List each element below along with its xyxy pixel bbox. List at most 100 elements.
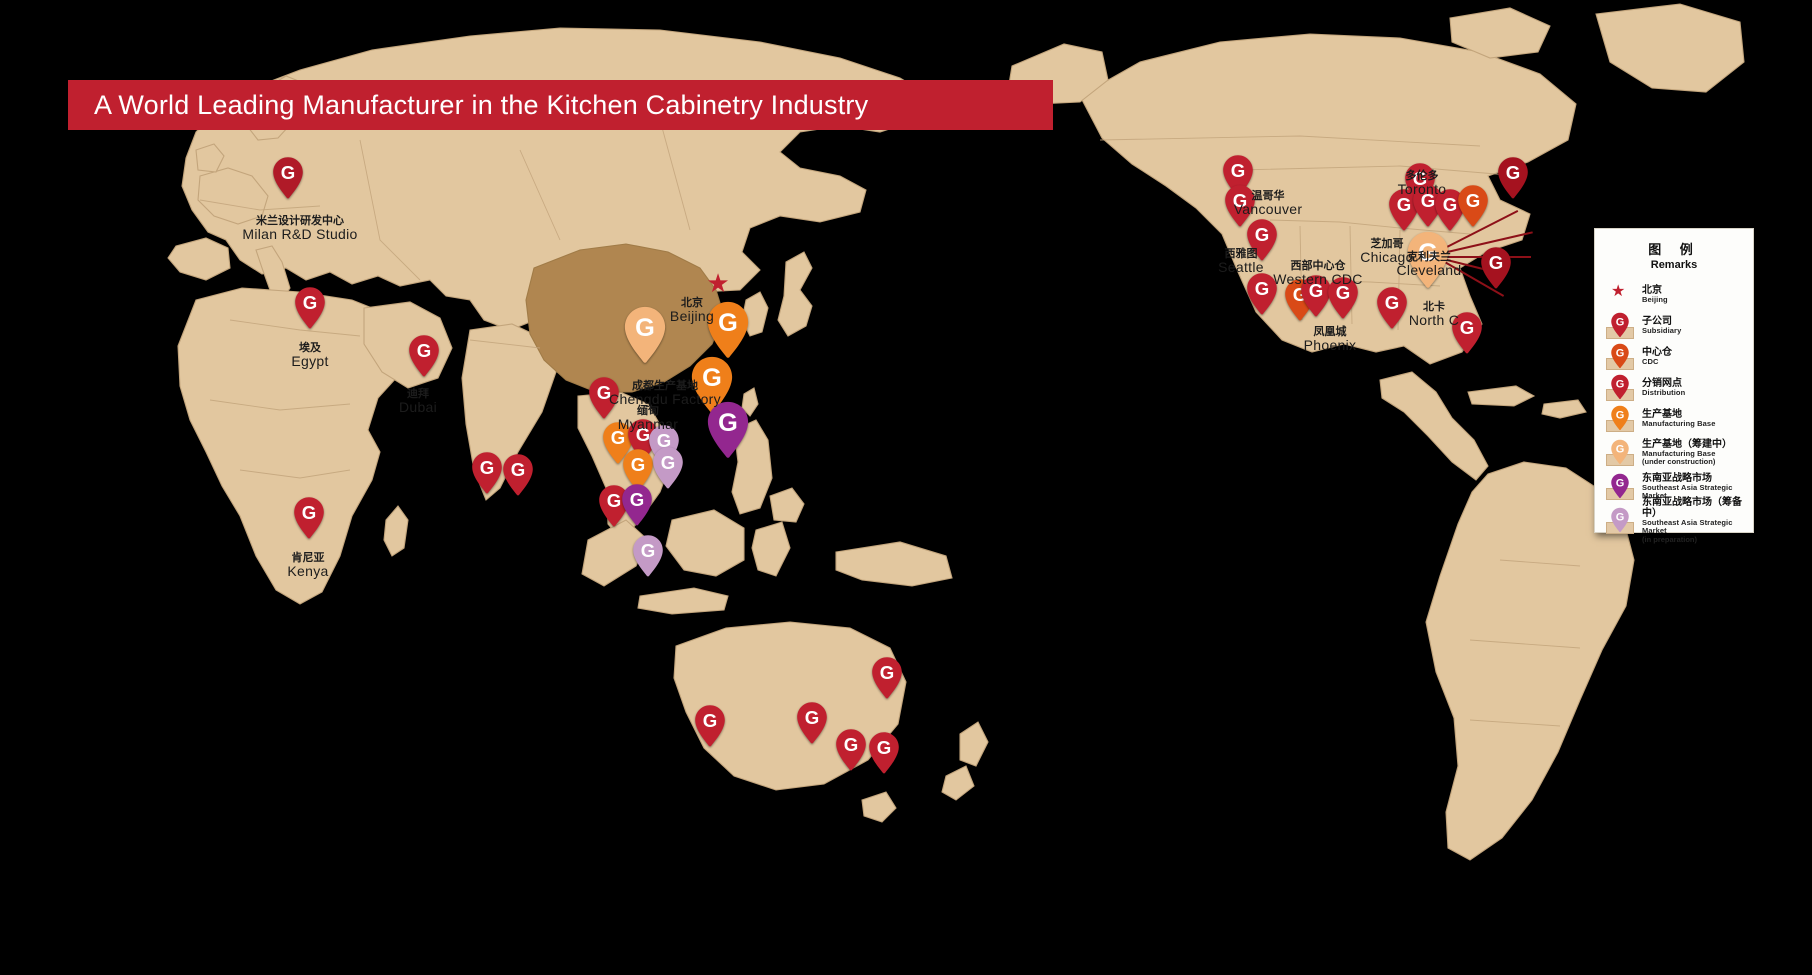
iberia xyxy=(167,237,231,281)
pin-vancouver-b[interactable]: G xyxy=(1223,184,1257,228)
svg-text:G: G xyxy=(1231,160,1245,181)
pin-india-west[interactable]: G xyxy=(470,451,504,495)
svg-text:G: G xyxy=(1233,190,1247,211)
western-europe xyxy=(197,167,269,225)
pin-viet-c[interactable]: G xyxy=(651,446,685,490)
legend-item-0: ★ 北京 Beijing xyxy=(1595,279,1753,310)
sulawesi xyxy=(751,521,791,577)
pin-northcarolina[interactable]: G xyxy=(1405,230,1451,290)
pin-chengdu[interactable]: G xyxy=(622,305,668,365)
legend-item-label: 生产基地（筹建中） Manufacturing Base (under constr… xyxy=(1637,439,1732,467)
svg-text:G: G xyxy=(1421,190,1435,211)
legend-item-en: Beijing xyxy=(1642,294,1668,304)
svg-text:G: G xyxy=(641,540,655,561)
svg-text:G: G xyxy=(303,292,317,313)
legend-item-3: G 分销网点 Distribution xyxy=(1595,372,1753,403)
svg-text:G: G xyxy=(1385,292,1399,313)
pin-newengland[interactable]: G xyxy=(1496,156,1530,200)
legend-items: ★ 北京 Beijing G 子公司 Subsidiary G 中心仓 CDC G 分销网点 Dist… xyxy=(1595,279,1753,543)
pin-malaysia[interactable]: G xyxy=(597,484,631,528)
pin-viet-b[interactable]: G xyxy=(621,448,655,492)
pin-egypt[interactable]: G xyxy=(293,286,327,330)
legend-pin-glyph: G xyxy=(1610,439,1630,465)
legend-item-en2: (in preparation) xyxy=(1642,534,1698,544)
pin-melbourne[interactable]: G xyxy=(834,728,868,772)
pin-sydney[interactable]: G xyxy=(870,656,904,700)
pin-phoenix[interactable]: G xyxy=(1326,276,1360,320)
svg-text:G: G xyxy=(1255,224,1269,245)
legend-item-en: Southeast Asia Strategic Market xyxy=(1642,518,1733,536)
pin-china-south[interactable]: G xyxy=(689,355,735,415)
legend-item-5: G 生产基地（筹建中） Manufacturing Base (under const… xyxy=(1595,434,1753,471)
beijing-star-icon: ★ xyxy=(706,268,730,298)
pin-subsidiary-icon: G xyxy=(1603,312,1637,339)
philippines xyxy=(731,419,773,515)
legend-item-cn: 生产基地 xyxy=(1642,408,1682,420)
svg-text:G: G xyxy=(1616,348,1625,360)
svg-text:G: G xyxy=(1443,194,1457,215)
svg-text:G: G xyxy=(1506,162,1520,183)
baffin xyxy=(1449,7,1551,59)
new-guinea xyxy=(835,541,953,587)
legend-panel: 图 例 Remarks ★ 北京 Beijing G 子公司 Subsidiary G 中心仓… xyxy=(1594,228,1754,543)
pin-indonesia[interactable]: G xyxy=(631,534,665,578)
pin-west-cdc-b[interactable]: G xyxy=(1299,274,1333,318)
legend-item-en: Subsidiary xyxy=(1642,325,1682,335)
legend-item-label: 东南亚战略市场（筹备中） Southeast Asia Strategic Mar… xyxy=(1637,497,1753,544)
legend-item-en: Manufacturing Base xyxy=(1642,418,1716,428)
svg-text:G: G xyxy=(703,710,717,731)
pin-seattle[interactable]: G xyxy=(1245,218,1279,262)
pin-dubai[interactable]: G xyxy=(407,334,441,378)
legend-title-cn: 图 例 xyxy=(1648,243,1700,258)
svg-text:G: G xyxy=(877,737,891,758)
pin-cleveland-b[interactable]: G xyxy=(1456,184,1490,228)
pin-sea-market-prep-icon: G xyxy=(1603,507,1637,534)
pin-manufacturing-uc-icon: G xyxy=(1603,439,1637,466)
svg-text:G: G xyxy=(1413,168,1427,189)
legend-item-cn: 东南亚战略市场 xyxy=(1642,472,1712,484)
sumatra xyxy=(581,519,649,587)
taiwan xyxy=(741,387,759,417)
legend-item-1: G 子公司 Subsidiary xyxy=(1595,310,1753,341)
pin-kenya[interactable]: G xyxy=(292,496,326,540)
svg-text:G: G xyxy=(880,662,894,683)
svg-text:G: G xyxy=(597,382,611,403)
legend-pin-glyph: G xyxy=(1610,405,1630,431)
pin-tasmania[interactable]: G xyxy=(867,731,901,775)
svg-text:G: G xyxy=(1397,194,1411,215)
pin-singapore[interactable]: G xyxy=(620,483,654,527)
pin-milan[interactable]: G xyxy=(271,156,305,200)
svg-text:G: G xyxy=(281,162,295,183)
pin-cleveland-a[interactable]: G xyxy=(1433,188,1467,232)
legend-item-cn: 中心仓 xyxy=(1642,346,1672,358)
uk xyxy=(195,143,225,173)
pin-chicago-b[interactable]: G xyxy=(1411,184,1445,228)
pin-perth[interactable]: G xyxy=(693,704,727,748)
pin-india-east[interactable]: G xyxy=(501,453,535,497)
pin-florida[interactable]: G xyxy=(1450,311,1484,355)
pin-vancouver-a[interactable]: G xyxy=(1221,154,1255,198)
svg-text:G: G xyxy=(657,430,671,451)
pin-texas[interactable]: G xyxy=(1375,286,1409,330)
pin-thai-a[interactable]: G xyxy=(601,421,635,465)
svg-text:G: G xyxy=(630,489,644,510)
legend-item-en: CDC xyxy=(1642,356,1659,366)
svg-text:G: G xyxy=(636,424,650,445)
pin-philippines[interactable]: G xyxy=(705,400,751,460)
svg-text:G: G xyxy=(1616,379,1625,391)
legend-item-label: 北京 Beijing xyxy=(1637,285,1668,304)
svg-text:G: G xyxy=(1616,317,1625,329)
pin-chicago-a[interactable]: G xyxy=(1387,188,1421,232)
legend-item-label: 东南亚战略市场 Southeast Asia Strategic Market xyxy=(1637,473,1753,501)
svg-text:G: G xyxy=(702,364,722,392)
svg-text:G: G xyxy=(417,340,431,361)
pin-beijing-east[interactable]: G xyxy=(705,300,751,360)
svg-text:G: G xyxy=(480,457,494,478)
legend-item-label: 中心仓 CDC xyxy=(1637,347,1672,366)
pin-california[interactable]: G xyxy=(1245,272,1279,316)
pin-adelaide[interactable]: G xyxy=(795,701,829,745)
pin-myanmar[interactable]: G xyxy=(587,376,621,420)
legend-item-cn: 北京 xyxy=(1642,284,1662,296)
pin-newyork[interactable]: G xyxy=(1479,246,1513,290)
legend-pin-glyph: G xyxy=(1610,507,1630,533)
